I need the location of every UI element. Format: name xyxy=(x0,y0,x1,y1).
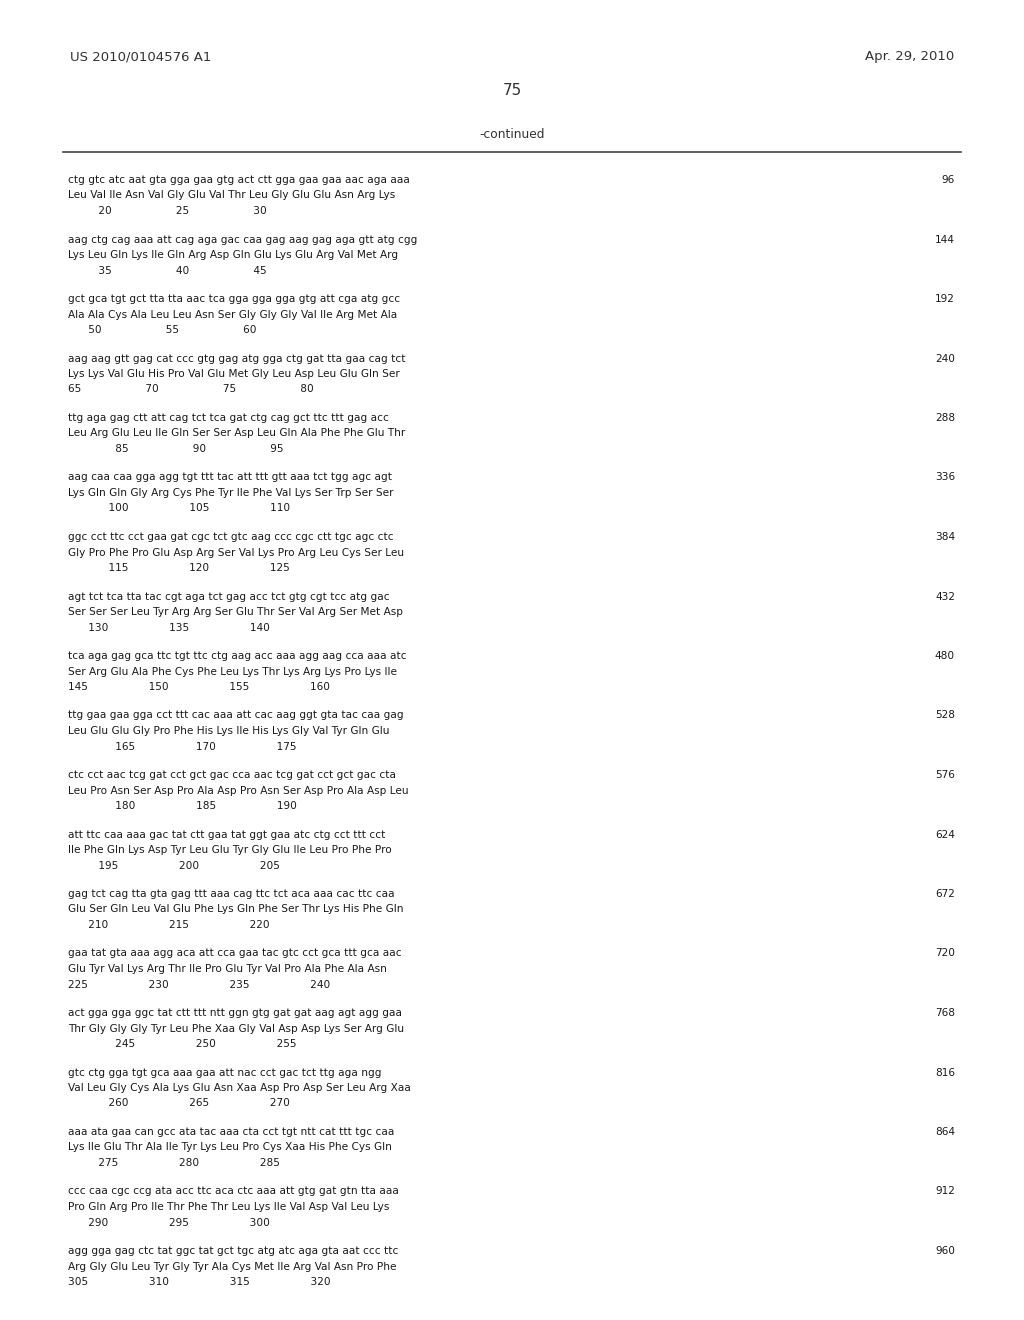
Text: 816: 816 xyxy=(935,1068,955,1077)
Text: 305                  310                  315                  320: 305 310 315 320 xyxy=(68,1276,331,1287)
Text: Ile Phe Gln Lys Asp Tyr Leu Glu Tyr Gly Glu Ile Leu Pro Phe Pro: Ile Phe Gln Lys Asp Tyr Leu Glu Tyr Gly … xyxy=(68,845,392,855)
Text: 576: 576 xyxy=(935,770,955,780)
Text: Ser Ser Ser Leu Tyr Arg Arg Ser Glu Thr Ser Val Arg Ser Met Asp: Ser Ser Ser Leu Tyr Arg Arg Ser Glu Thr … xyxy=(68,607,403,616)
Text: agt tct tca tta tac cgt aga tct gag acc tct gtg cgt tcc atg gac: agt tct tca tta tac cgt aga tct gag acc … xyxy=(68,591,389,602)
Text: gaa tat gta aaa agg aca att cca gaa tac gtc cct gca ttt gca aac: gaa tat gta aaa agg aca att cca gaa tac … xyxy=(68,949,401,958)
Text: 288: 288 xyxy=(935,413,955,422)
Text: 35                   40                   45: 35 40 45 xyxy=(68,265,266,276)
Text: Leu Val Ile Asn Val Gly Glu Val Thr Leu Gly Glu Glu Asn Arg Lys: Leu Val Ile Asn Val Gly Glu Val Thr Leu … xyxy=(68,190,395,201)
Text: Arg Gly Glu Leu Tyr Gly Tyr Ala Cys Met Ile Arg Val Asn Pro Phe: Arg Gly Glu Leu Tyr Gly Tyr Ala Cys Met … xyxy=(68,1262,396,1271)
Text: 85                   90                   95: 85 90 95 xyxy=(68,444,284,454)
Text: Lys Gln Gln Gly Arg Cys Phe Tyr Ile Phe Val Lys Ser Trp Ser Ser: Lys Gln Gln Gly Arg Cys Phe Tyr Ile Phe … xyxy=(68,488,393,498)
Text: Gly Pro Phe Pro Glu Asp Arg Ser Val Lys Pro Arg Leu Cys Ser Leu: Gly Pro Phe Pro Glu Asp Arg Ser Val Lys … xyxy=(68,548,404,557)
Text: 145                  150                  155                  160: 145 150 155 160 xyxy=(68,682,330,692)
Text: aaa ata gaa can gcc ata tac aaa cta cct tgt ntt cat ttt tgc caa: aaa ata gaa can gcc ata tac aaa cta cct … xyxy=(68,1127,394,1137)
Text: Thr Gly Gly Gly Tyr Leu Phe Xaa Gly Val Asp Asp Lys Ser Arg Glu: Thr Gly Gly Gly Tyr Leu Phe Xaa Gly Val … xyxy=(68,1023,404,1034)
Text: aag aag gtt gag cat ccc gtg gag atg gga ctg gat tta gaa cag tct: aag aag gtt gag cat ccc gtg gag atg gga … xyxy=(68,354,406,363)
Text: Glu Tyr Val Lys Arg Thr Ile Pro Glu Tyr Val Pro Ala Phe Ala Asn: Glu Tyr Val Lys Arg Thr Ile Pro Glu Tyr … xyxy=(68,964,387,974)
Text: Lys Leu Gln Lys Ile Gln Arg Asp Gln Glu Lys Glu Arg Val Met Arg: Lys Leu Gln Lys Ile Gln Arg Asp Gln Glu … xyxy=(68,249,398,260)
Text: Leu Glu Glu Gly Pro Phe His Lys Ile His Lys Gly Val Tyr Gln Glu: Leu Glu Glu Gly Pro Phe His Lys Ile His … xyxy=(68,726,389,737)
Text: aag ctg cag aaa att cag aga gac caa gag aag gag aga gtt atg cgg: aag ctg cag aaa att cag aga gac caa gag … xyxy=(68,235,418,244)
Text: 192: 192 xyxy=(935,294,955,304)
Text: 260                  265                  270: 260 265 270 xyxy=(68,1098,290,1109)
Text: 672: 672 xyxy=(935,888,955,899)
Text: 210                  215                  220: 210 215 220 xyxy=(68,920,269,931)
Text: 384: 384 xyxy=(935,532,955,543)
Text: 100                  105                  110: 100 105 110 xyxy=(68,503,290,513)
Text: 75: 75 xyxy=(503,83,521,98)
Text: 225                  230                  235                  240: 225 230 235 240 xyxy=(68,979,331,990)
Text: -continued: -continued xyxy=(479,128,545,141)
Text: 336: 336 xyxy=(935,473,955,483)
Text: 912: 912 xyxy=(935,1187,955,1196)
Text: Glu Ser Gln Leu Val Glu Phe Lys Gln Phe Ser Thr Lys His Phe Gln: Glu Ser Gln Leu Val Glu Phe Lys Gln Phe … xyxy=(68,904,403,915)
Text: 50                   55                   60: 50 55 60 xyxy=(68,325,256,335)
Text: 130                  135                  140: 130 135 140 xyxy=(68,623,270,632)
Text: 432: 432 xyxy=(935,591,955,602)
Text: 165                  170                  175: 165 170 175 xyxy=(68,742,297,751)
Text: gct gca tgt gct tta tta aac tca gga gga gga gtg att cga atg gcc: gct gca tgt gct tta tta aac tca gga gga … xyxy=(68,294,400,304)
Text: 960: 960 xyxy=(935,1246,955,1257)
Text: 240: 240 xyxy=(935,354,955,363)
Text: agg gga gag ctc tat ggc tat gct tgc atg atc aga gta aat ccc ttc: agg gga gag ctc tat ggc tat gct tgc atg … xyxy=(68,1246,398,1257)
Text: tca aga gag gca ttc tgt ttc ctg aag acc aaa agg aag cca aaa atc: tca aga gag gca ttc tgt ttc ctg aag acc … xyxy=(68,651,407,661)
Text: 115                  120                  125: 115 120 125 xyxy=(68,564,290,573)
Text: Lys Ile Glu Thr Ala Ile Tyr Lys Leu Pro Cys Xaa His Phe Cys Gln: Lys Ile Glu Thr Ala Ile Tyr Lys Leu Pro … xyxy=(68,1143,392,1152)
Text: 96: 96 xyxy=(942,176,955,185)
Text: ccc caa cgc ccg ata acc ttc aca ctc aaa att gtg gat gtn tta aaa: ccc caa cgc ccg ata acc ttc aca ctc aaa … xyxy=(68,1187,399,1196)
Text: 275                  280                  285: 275 280 285 xyxy=(68,1158,280,1168)
Text: Val Leu Gly Cys Ala Lys Glu Asn Xaa Asp Pro Asp Ser Leu Arg Xaa: Val Leu Gly Cys Ala Lys Glu Asn Xaa Asp … xyxy=(68,1082,411,1093)
Text: 65                   70                   75                   80: 65 70 75 80 xyxy=(68,384,313,395)
Text: Ser Arg Glu Ala Phe Cys Phe Leu Lys Thr Lys Arg Lys Pro Lys Ile: Ser Arg Glu Ala Phe Cys Phe Leu Lys Thr … xyxy=(68,667,397,677)
Text: 864: 864 xyxy=(935,1127,955,1137)
Text: Lys Lys Val Glu His Pro Val Glu Met Gly Leu Asp Leu Glu Gln Ser: Lys Lys Val Glu His Pro Val Glu Met Gly … xyxy=(68,370,399,379)
Text: Leu Pro Asn Ser Asp Pro Ala Asp Pro Asn Ser Asp Pro Ala Asp Leu: Leu Pro Asn Ser Asp Pro Ala Asp Pro Asn … xyxy=(68,785,409,796)
Text: aag caa caa gga agg tgt ttt tac att ttt gtt aaa tct tgg agc agt: aag caa caa gga agg tgt ttt tac att ttt … xyxy=(68,473,392,483)
Text: US 2010/0104576 A1: US 2010/0104576 A1 xyxy=(70,50,211,63)
Text: Ala Ala Cys Ala Leu Leu Asn Ser Gly Gly Gly Val Ile Arg Met Ala: Ala Ala Cys Ala Leu Leu Asn Ser Gly Gly … xyxy=(68,309,397,319)
Text: ggc cct ttc cct gaa gat cgc tct gtc aag ccc cgc ctt tgc agc ctc: ggc cct ttc cct gaa gat cgc tct gtc aag … xyxy=(68,532,393,543)
Text: 195                  200                  205: 195 200 205 xyxy=(68,861,280,870)
Text: 144: 144 xyxy=(935,235,955,244)
Text: 720: 720 xyxy=(935,949,955,958)
Text: 290                  295                  300: 290 295 300 xyxy=(68,1217,270,1228)
Text: att ttc caa aaa gac tat ctt gaa tat ggt gaa atc ctg cct ttt cct: att ttc caa aaa gac tat ctt gaa tat ggt … xyxy=(68,829,385,840)
Text: 768: 768 xyxy=(935,1008,955,1018)
Text: 245                  250                  255: 245 250 255 xyxy=(68,1039,297,1049)
Text: ttg aga gag ctt att cag tct tca gat ctg cag gct ttc ttt gag acc: ttg aga gag ctt att cag tct tca gat ctg … xyxy=(68,413,389,422)
Text: gag tct cag tta gta gag ttt aaa cag ttc tct aca aaa cac ttc caa: gag tct cag tta gta gag ttt aaa cag ttc … xyxy=(68,888,394,899)
Text: Pro Gln Arg Pro Ile Thr Phe Thr Leu Lys Ile Val Asp Val Leu Lys: Pro Gln Arg Pro Ile Thr Phe Thr Leu Lys … xyxy=(68,1203,389,1212)
Text: ttg gaa gaa gga cct ttt cac aaa att cac aag ggt gta tac caa gag: ttg gaa gaa gga cct ttt cac aaa att cac … xyxy=(68,710,403,721)
Text: Leu Arg Glu Leu Ile Gln Ser Ser Asp Leu Gln Ala Phe Phe Glu Thr: Leu Arg Glu Leu Ile Gln Ser Ser Asp Leu … xyxy=(68,429,406,438)
Text: 480: 480 xyxy=(935,651,955,661)
Text: act gga gga ggc tat ctt ttt ntt ggn gtg gat gat aag agt agg gaa: act gga gga ggc tat ctt ttt ntt ggn gtg … xyxy=(68,1008,402,1018)
Text: 528: 528 xyxy=(935,710,955,721)
Text: ctg gtc atc aat gta gga gaa gtg act ctt gga gaa gaa aac aga aaa: ctg gtc atc aat gta gga gaa gtg act ctt … xyxy=(68,176,410,185)
Text: ctc cct aac tcg gat cct gct gac cca aac tcg gat cct gct gac cta: ctc cct aac tcg gat cct gct gac cca aac … xyxy=(68,770,396,780)
Text: 624: 624 xyxy=(935,829,955,840)
Text: 20                   25                   30: 20 25 30 xyxy=(68,206,266,216)
Text: 180                  185                  190: 180 185 190 xyxy=(68,801,297,810)
Text: gtc ctg gga tgt gca aaa gaa att nac cct gac tct ttg aga ngg: gtc ctg gga tgt gca aaa gaa att nac cct … xyxy=(68,1068,382,1077)
Text: Apr. 29, 2010: Apr. 29, 2010 xyxy=(864,50,954,63)
